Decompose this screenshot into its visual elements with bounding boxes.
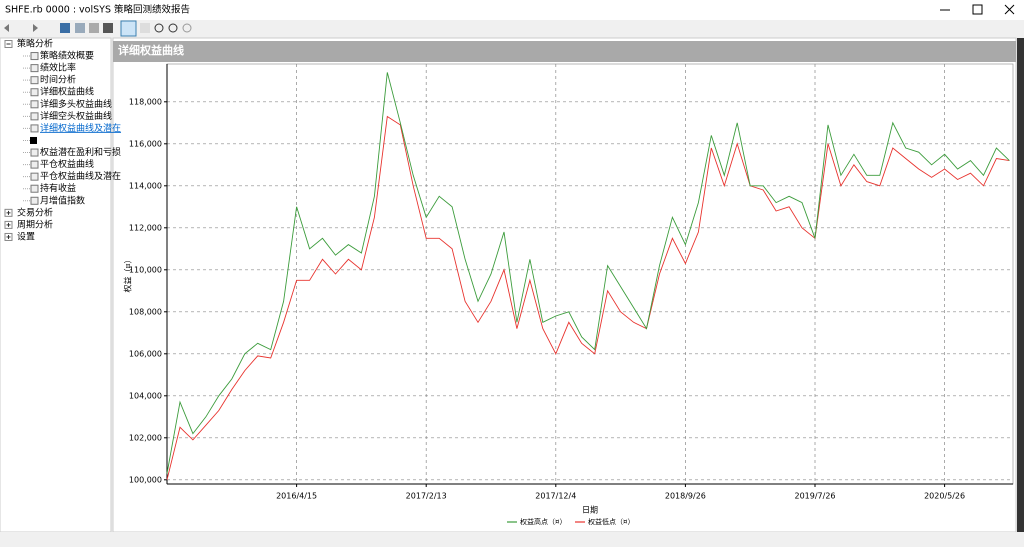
series-line bbox=[166, 115, 1010, 480]
tree-item[interactable]: 详细多头权益曲线 bbox=[40, 98, 112, 110]
tree-item[interactable]: 绩效比率 bbox=[40, 62, 76, 74]
toolbar-icons bbox=[4, 20, 192, 37]
tree-item-icon bbox=[30, 124, 39, 133]
y-tick-label: 106,000 bbox=[129, 349, 162, 358]
window-title: SHFE.rb 0000 : volSYS 策略回测绩效报告 bbox=[5, 4, 190, 16]
y-tick-label: 112,000 bbox=[129, 223, 162, 232]
tree-panel bbox=[0, 37, 112, 533]
pan-button[interactable] bbox=[140, 23, 150, 33]
tree-item-icon bbox=[30, 52, 39, 61]
tree-item[interactable]: 平仓权益曲线及潜在 bbox=[40, 170, 121, 182]
series-line bbox=[166, 72, 1010, 474]
tree-item[interactable]: 权益潜在盈利和亏损 bbox=[40, 146, 121, 158]
panel-header bbox=[113, 41, 1016, 62]
tree-item-icon bbox=[30, 100, 39, 109]
x-axis-label: 日期 bbox=[582, 506, 598, 515]
x-tick-label: 2017/12/4 bbox=[535, 492, 576, 501]
y-tick-label: 104,000 bbox=[129, 391, 162, 400]
tree-item[interactable]: 策略绩效概要 bbox=[40, 50, 94, 62]
y-tick-label: 102,000 bbox=[129, 433, 162, 442]
tree-item[interactable]: 详细权益曲线 bbox=[40, 86, 94, 98]
tree-node[interactable]: 周期分析 bbox=[17, 218, 53, 230]
export-button[interactable] bbox=[75, 23, 85, 33]
zoom-out-button[interactable] bbox=[168, 23, 178, 33]
y-tick-label: 100,000 bbox=[129, 475, 162, 484]
print-button[interactable] bbox=[89, 23, 99, 33]
forward-button[interactable] bbox=[33, 24, 38, 32]
tree-item-icon bbox=[30, 112, 39, 121]
report-panel bbox=[112, 37, 1017, 533]
x-tick-label: 2017/2/13 bbox=[406, 492, 447, 501]
tree-item[interactable]: 平仓权益曲线 bbox=[40, 158, 94, 170]
save-button[interactable] bbox=[60, 23, 70, 33]
x-tick-label: 2018/9/26 bbox=[665, 492, 706, 501]
tree-item[interactable]: 时间分析 bbox=[40, 74, 76, 86]
legend-label: 权益低点（¤） bbox=[588, 517, 634, 526]
y-axis-label: 权益（¤） bbox=[123, 255, 133, 292]
tree-node[interactable]: 策略分析 bbox=[17, 38, 53, 50]
view-button[interactable] bbox=[103, 23, 113, 33]
tree-node[interactable]: 交易分析 bbox=[17, 206, 53, 218]
toolbar bbox=[0, 20, 1024, 38]
x-tick-label: 2020/5/26 bbox=[924, 492, 965, 501]
tree-item[interactable]: 详细权益曲线及潜在 bbox=[40, 122, 121, 134]
side-strip bbox=[1017, 38, 1024, 532]
y-tick-label: 118,000 bbox=[129, 97, 162, 106]
tree-item[interactable]: 持有收益 bbox=[40, 182, 76, 194]
x-tick-label: 2016/4/15 bbox=[276, 492, 317, 501]
tree-item-icon[interactable] bbox=[30, 136, 37, 144]
tree-item-icon bbox=[30, 64, 39, 73]
y-tick-label: 108,000 bbox=[129, 307, 162, 316]
pointer-button[interactable] bbox=[120, 20, 137, 37]
y-tick-label: 114,000 bbox=[129, 181, 162, 190]
tree-item[interactable]: 月增值指数 bbox=[40, 194, 85, 206]
maximize-button[interactable] bbox=[972, 4, 983, 15]
tree-item-icon bbox=[30, 148, 39, 157]
x-tick-label: 2019/7/26 bbox=[794, 492, 835, 501]
tree-item-icon bbox=[30, 184, 39, 193]
tree-item[interactable]: 详细空头权益曲线 bbox=[40, 110, 112, 122]
back-button[interactable] bbox=[4, 24, 9, 32]
close-button[interactable] bbox=[1004, 4, 1015, 15]
tree-node[interactable]: 设置 bbox=[17, 231, 35, 242]
reset-button[interactable] bbox=[182, 23, 192, 33]
status-bar bbox=[0, 532, 1024, 547]
panel-title: 详细权益曲线 bbox=[118, 43, 184, 57]
legend-label: 权益高点（¤） bbox=[520, 517, 566, 526]
y-tick-label: 110,000 bbox=[129, 265, 162, 274]
tree-item-icon bbox=[30, 172, 39, 181]
title-bar bbox=[0, 0, 1024, 20]
tree-item-icon bbox=[30, 196, 39, 205]
tree-item-icon bbox=[30, 160, 39, 169]
tree-item-icon bbox=[30, 76, 39, 85]
y-tick-label: 116,000 bbox=[129, 139, 162, 148]
tree-item-icon bbox=[30, 88, 39, 97]
zoom-in-button[interactable] bbox=[154, 23, 164, 33]
